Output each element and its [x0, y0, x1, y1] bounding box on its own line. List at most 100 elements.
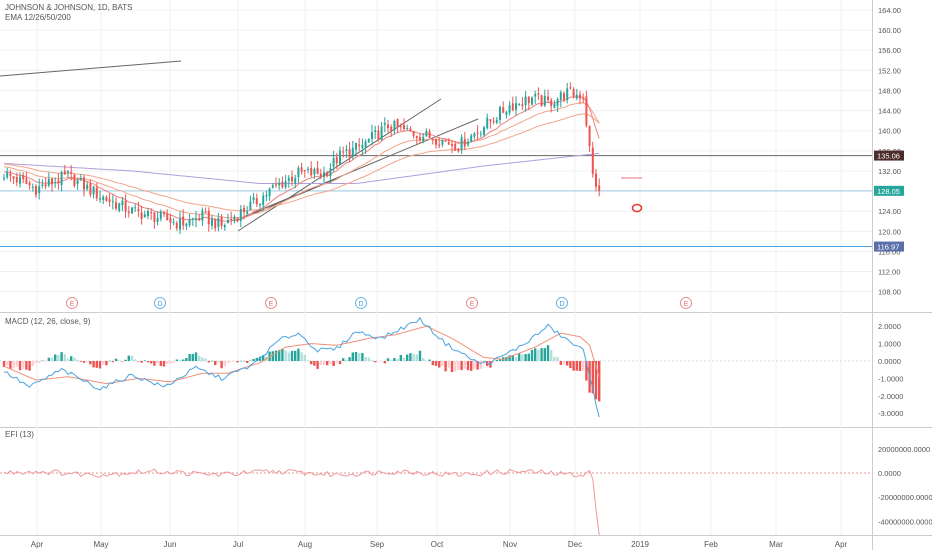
candle-body — [211, 218, 213, 226]
event-marker — [680, 297, 692, 309]
candle-body — [124, 200, 127, 212]
macd-histogram-bar — [354, 351, 358, 361]
candle-body — [92, 186, 95, 195]
candle-body — [204, 211, 207, 213]
macd-histogram-bar — [182, 359, 185, 361]
macd-histogram-bar — [569, 361, 572, 369]
macd-histogram-bar — [63, 354, 66, 361]
candle-body — [297, 167, 300, 178]
macd-histogram-bar — [527, 353, 530, 361]
candle-body — [387, 124, 389, 129]
event-marker-label: E — [269, 301, 274, 308]
candle-body — [406, 127, 409, 129]
candle-body — [22, 175, 25, 180]
candle-body — [198, 218, 201, 221]
macd-histogram-bar — [220, 361, 223, 369]
macd-histogram-bar — [153, 361, 156, 366]
candle-body — [515, 103, 517, 110]
candle-body — [252, 197, 255, 200]
candle-body — [563, 93, 565, 100]
macd-histogram-bar — [434, 361, 438, 366]
macd-histogram-bar — [521, 354, 524, 361]
candle-body — [332, 157, 335, 167]
candle-body — [390, 126, 393, 132]
candle-body — [550, 100, 553, 107]
macd-tick-label: -2.0000 — [878, 392, 903, 401]
macd-histogram-bar — [76, 359, 79, 361]
candle-body — [534, 93, 537, 97]
macd-histogram-bar — [562, 361, 566, 365]
macd-histogram-bar — [214, 361, 217, 366]
price-tick-label: 124.00 — [878, 207, 901, 216]
macd-histogram-bar — [335, 361, 338, 363]
candle-body — [57, 180, 60, 184]
candle-body — [566, 88, 569, 100]
candle-body — [25, 178, 28, 184]
macd-histogram-bar — [380, 361, 383, 362]
macd-histogram-bar — [278, 349, 281, 361]
macd-histogram-bar — [422, 357, 425, 361]
candle-body — [380, 126, 383, 140]
macd-histogram-bar — [402, 357, 406, 361]
macd-histogram-bar — [50, 357, 54, 361]
candle-body — [399, 126, 402, 128]
x-tick-label: Jun — [164, 540, 177, 549]
candle-body — [99, 198, 101, 200]
macd-histogram-bar — [454, 361, 457, 372]
candle-body — [281, 181, 284, 188]
candle-body — [585, 96, 588, 126]
candle-body — [12, 176, 15, 179]
macd-histogram-bar — [249, 360, 252, 362]
event-marker-label: E — [684, 301, 689, 308]
x-tick-label: Feb — [704, 540, 718, 549]
candle-body — [303, 170, 306, 172]
candle-body — [431, 139, 434, 141]
ema-legend: EMA 12/26/50/200 — [5, 13, 71, 22]
macd-histogram-bar — [342, 358, 345, 361]
macd-signal-line — [3, 325, 600, 385]
candle-body — [172, 221, 175, 223]
price-tick-label: 160.00 — [878, 26, 901, 35]
macd-histogram-bar — [572, 361, 575, 371]
candle-body — [143, 214, 146, 218]
candle-body — [364, 141, 367, 148]
candle-body — [217, 218, 220, 227]
macd-histogram-bar — [390, 360, 393, 361]
candle-body — [479, 133, 482, 135]
candle-body — [271, 185, 274, 188]
macd-histogram-bar — [239, 360, 242, 362]
macd-histogram-bar — [175, 359, 178, 361]
candle-body — [115, 202, 117, 209]
macd-histogram-bar — [31, 361, 34, 366]
macd-histogram-bar — [511, 355, 514, 361]
macd-histogram-bar — [514, 356, 518, 361]
x-tick-label: Mar — [769, 540, 783, 549]
macd-histogram-bar — [508, 355, 511, 361]
price-tick-label: 156.00 — [878, 46, 901, 55]
macd-histogram-bar — [450, 361, 454, 373]
price-tag-label: 128.05 — [877, 187, 900, 196]
price-tag-label: 135.06 — [877, 152, 900, 161]
candle-body — [291, 176, 293, 182]
macd-histogram-bar — [114, 358, 118, 361]
macd-histogram-bar — [130, 355, 134, 361]
candle-body — [233, 216, 236, 221]
candle-body — [105, 197, 108, 201]
candle-body — [243, 207, 245, 213]
candle-body — [483, 127, 485, 135]
candle-body — [287, 177, 290, 181]
candle-body — [502, 107, 505, 113]
candle-body — [374, 130, 377, 133]
macd-histogram-bar — [294, 350, 297, 361]
candle-body — [348, 149, 351, 158]
macd-histogram-bar — [332, 361, 335, 367]
candle-body — [342, 151, 345, 153]
macd-histogram-bar — [431, 361, 434, 366]
macd-histogram-bar — [550, 349, 553, 361]
candle-body — [467, 141, 469, 145]
symbol-title: JOHNSON & JOHNSON, 1D, BATS — [5, 3, 133, 12]
macd-histogram-bar — [25, 361, 28, 370]
candle-body — [67, 171, 69, 173]
macd-histogram-bar — [473, 361, 476, 369]
